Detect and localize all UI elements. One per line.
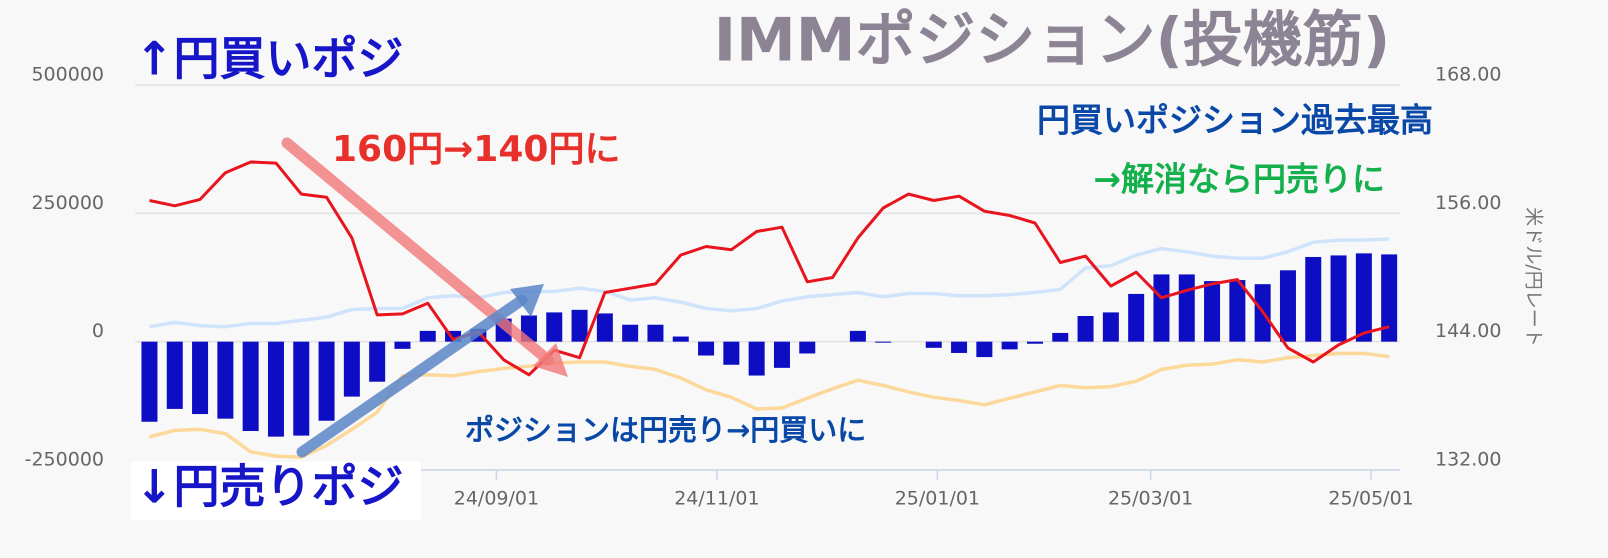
- bar: [141, 341, 158, 422]
- grid: -250000 0 250000 500000 132.00 144.00 156.00 16…: [25, 64, 1502, 510]
- annotation: ↓円売りポジ: [135, 460, 404, 514]
- x-tick-label: 25/03/01: [1108, 488, 1193, 510]
- y2-axis-label: 米ドル/円レート: [1523, 207, 1545, 346]
- bar: [546, 312, 563, 342]
- bar: [419, 330, 436, 342]
- bar: [672, 336, 689, 342]
- bar: [217, 341, 234, 419]
- plot: [141, 160, 1398, 459]
- label-box: [131, 462, 421, 520]
- bar: [1077, 316, 1094, 342]
- bar: [445, 330, 462, 342]
- y2-tick-label: 156.00: [1435, 192, 1501, 214]
- bar: [318, 341, 335, 421]
- bar: [267, 341, 284, 437]
- arrow: [296, 294, 528, 458]
- y2-tick-label: 144.00: [1435, 320, 1501, 342]
- line: [149, 351, 1390, 459]
- x-tick-label: 25/05/01: [1328, 488, 1413, 510]
- bar: [293, 341, 310, 436]
- y2-tick-label: 132.00: [1435, 449, 1501, 471]
- bar: [698, 341, 715, 356]
- bar: [343, 341, 360, 397]
- bar: [1229, 280, 1246, 342]
- bar: [242, 341, 259, 431]
- annotation: 160円→140円に: [332, 129, 620, 170]
- bar: [1026, 341, 1043, 344]
- bar: [723, 341, 740, 365]
- annotations: ↑円買いポジ ↓円売りポジ 160円→140円に 円買いポジション過去最高 →解消なら円…: [135, 32, 1433, 514]
- arrow-head: [533, 343, 568, 377]
- annotation: 円買いポジション過去最高: [1037, 101, 1433, 140]
- arrow-head: [510, 284, 544, 317]
- bar: [1001, 341, 1018, 350]
- x-tick-label: 24/09/01: [454, 488, 539, 510]
- bar: [1305, 256, 1322, 342]
- y-tick-label: -250000: [25, 449, 104, 471]
- bar: [799, 341, 816, 354]
- annotation: ポジションは円売り→円買いに: [465, 413, 866, 447]
- bar: [849, 330, 866, 342]
- y-tick-label: 500000: [31, 64, 104, 86]
- bar: [925, 341, 942, 348]
- bar: [394, 341, 411, 349]
- bar: [192, 341, 209, 415]
- bar: [622, 324, 639, 342]
- line: [149, 237, 1390, 329]
- bar: [1052, 332, 1069, 342]
- bar: [596, 313, 613, 342]
- bar: [571, 309, 588, 342]
- annotation: ↑円買いポジ: [135, 32, 404, 86]
- bar: [1330, 255, 1347, 342]
- bar: [1279, 270, 1296, 342]
- bar: [976, 341, 993, 358]
- y-tick-label: 250000: [31, 192, 104, 214]
- annotation: →解消なら円売りに: [1093, 160, 1385, 199]
- bar: [1204, 281, 1221, 342]
- bar: [369, 341, 386, 382]
- x-tick-label: 24/11/01: [674, 488, 759, 510]
- bar: [773, 341, 790, 368]
- bar: [1178, 274, 1195, 342]
- chart-title: IMMポジション(投機筋): [714, 6, 1391, 76]
- bar: [166, 341, 183, 409]
- bar: [1153, 274, 1170, 342]
- y2-tick-label: 168.00: [1435, 64, 1501, 86]
- bar: [1128, 293, 1145, 342]
- bar: [647, 324, 664, 342]
- bar: [951, 341, 968, 353]
- bar: [1102, 312, 1119, 342]
- arrow: [281, 137, 554, 366]
- line: [149, 160, 1390, 377]
- y-tick-label: 0: [92, 320, 104, 342]
- bar: [1355, 253, 1372, 342]
- bar: [748, 341, 765, 376]
- bar: [1381, 254, 1398, 342]
- bar: [875, 341, 892, 343]
- x-tick-label: 25/01/01: [895, 488, 980, 510]
